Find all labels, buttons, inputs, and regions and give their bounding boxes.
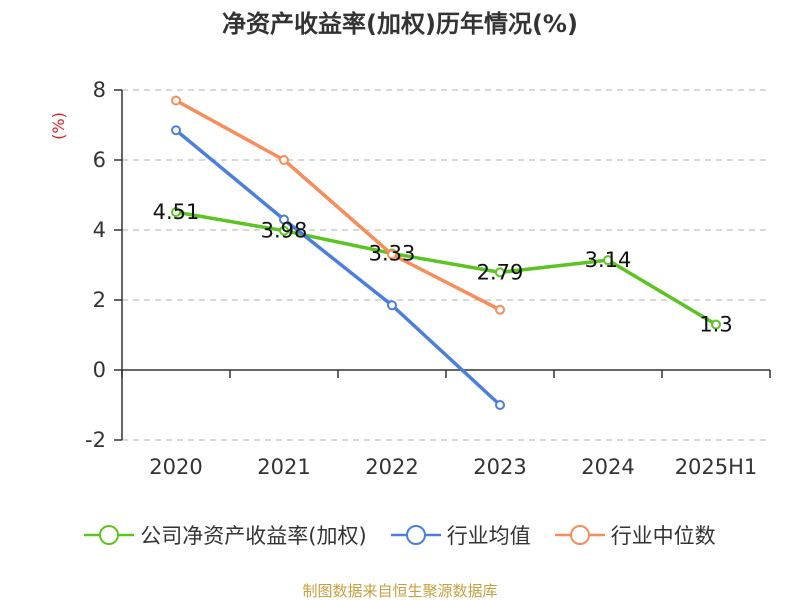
legend-label: 行业均值 (446, 524, 531, 548)
data-point (279, 155, 289, 165)
data-label: 1.3 (699, 313, 732, 337)
legend-label: 公司净资产收益率(加权) (140, 524, 367, 548)
x-tick-label: 2022 (365, 455, 418, 479)
data-point (387, 300, 397, 311)
legend: 公司净资产收益率(加权) 行业均值 行业中位数 (0, 520, 800, 550)
data-point (279, 225, 289, 236)
data-point (495, 304, 505, 315)
data-point (603, 255, 613, 266)
data-point (711, 319, 721, 330)
x-tick-labels: 2020 2021 2022 2023 2024 2025H1 (149, 455, 757, 479)
data-point (495, 267, 505, 278)
series-line-0 (175, 210, 717, 327)
legend-item[interactable]: 行业中位数 (554, 520, 716, 550)
data-label: 2.79 (477, 260, 524, 284)
data-point (171, 95, 181, 106)
x-tick-label: 2024 (581, 455, 634, 479)
y-tick-label: 8 (93, 78, 106, 102)
x-tick-label: 2021 (257, 455, 310, 479)
line-chart: 8 6 4 2 0 -2 2020 2021 2022 2023 2024 2025H1 (%) 4… (49, 78, 771, 479)
y-tick-label: 2 (93, 288, 106, 312)
data-label: 4.51 (153, 200, 200, 224)
data-point (171, 207, 181, 218)
data-point (495, 400, 505, 410)
chart-title: 净资产收益率(加权)历年情况(%) (222, 10, 578, 38)
x-tick-label: 2020 (149, 455, 202, 479)
data-point (387, 249, 397, 260)
legend-label: 行业中位数 (610, 524, 716, 548)
y-tick-label: 6 (93, 148, 106, 172)
series-line-2 (175, 98, 501, 312)
y-axis-label: (%) (49, 112, 68, 140)
x-tick-label: 2025H1 (675, 455, 758, 479)
axes (121, 90, 771, 440)
data-label: 3.33 (369, 241, 416, 265)
x-tick-label: 2023 (473, 455, 526, 479)
grid-lines (114, 89, 770, 441)
data-label: 3.14 (585, 248, 632, 272)
source-note: 制图数据来自恒生聚源数据库 (302, 582, 498, 600)
y-tick-labels: 8 6 4 2 0 -2 (85, 78, 106, 452)
legend-item[interactable]: 行业均值 (390, 520, 531, 550)
y-tick-label: 4 (93, 218, 106, 242)
y-tick-label: -2 (85, 428, 106, 452)
data-point (171, 125, 181, 136)
legend-item[interactable]: 公司净资产收益率(加权) (84, 520, 367, 550)
data-labels: 4.51 3.98 3.33 2.79 3.14 1.3 (153, 200, 733, 336)
data-point (279, 214, 289, 225)
legend-swatch (554, 525, 605, 545)
series-lines (171, 95, 721, 410)
y-tick-label: 0 (93, 358, 106, 382)
series-line-1 (174, 128, 502, 407)
data-label: 3.98 (261, 219, 308, 243)
legend-swatch (84, 525, 135, 545)
legend-swatch (390, 525, 441, 545)
